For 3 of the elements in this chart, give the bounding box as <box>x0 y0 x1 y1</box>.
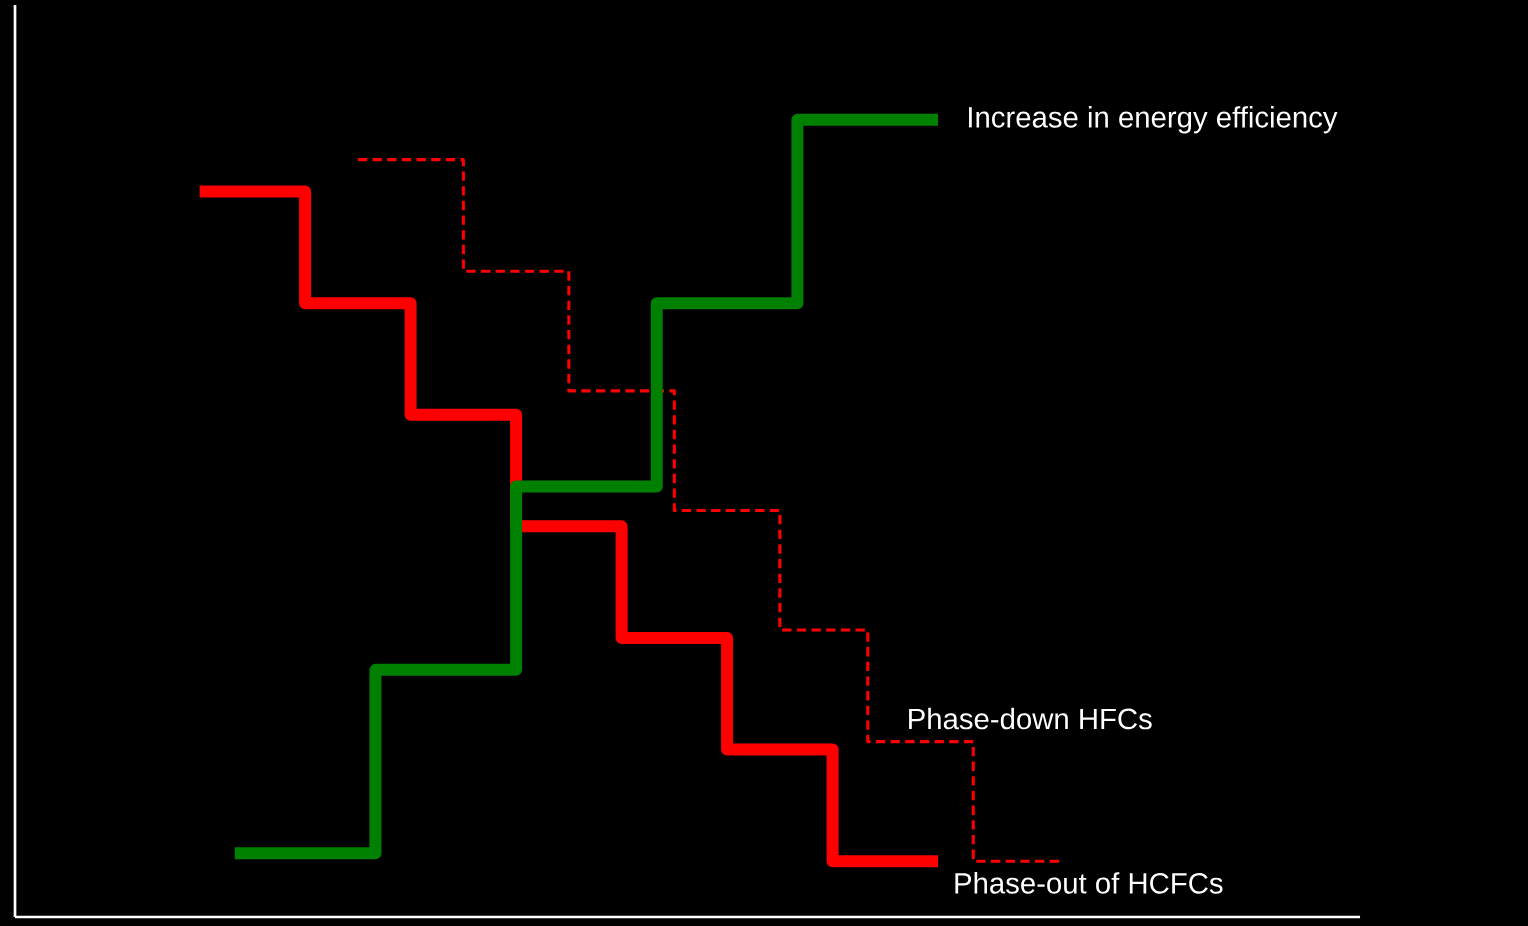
series-label: Phase-down HFCs <box>909 707 1152 730</box>
series-label: Phase-out of HCFCs <box>955 872 1223 894</box>
series-label: Increase in energy efficiency <box>969 106 1338 134</box>
